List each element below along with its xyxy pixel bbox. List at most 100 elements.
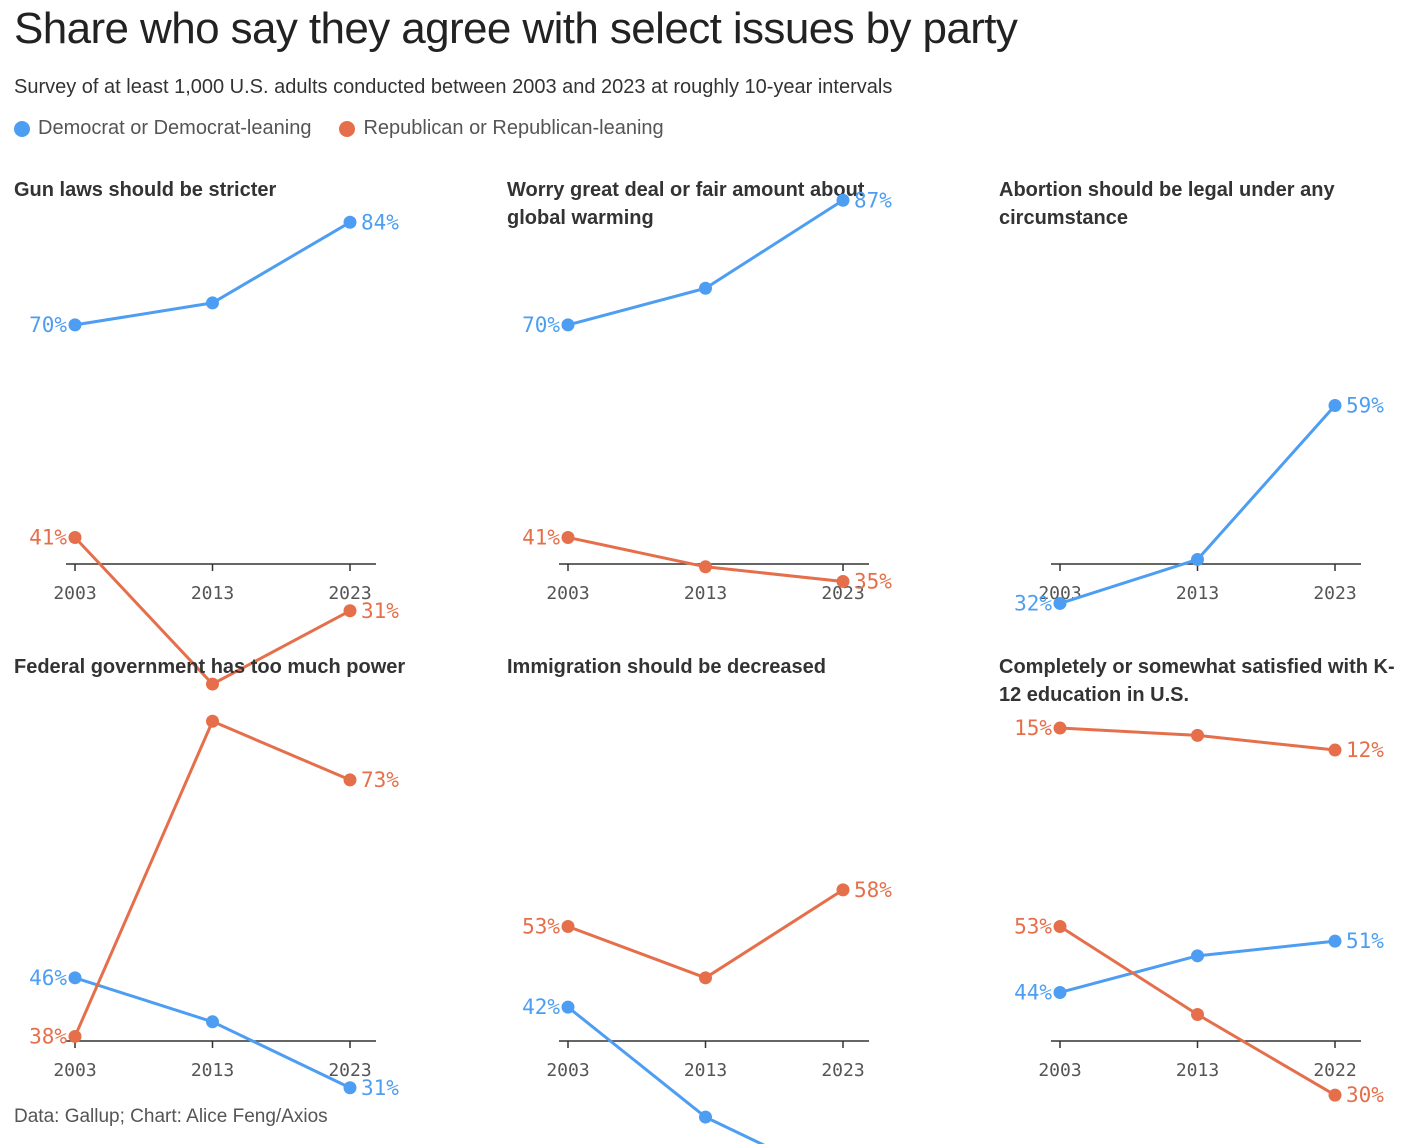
data-point-democrat — [561, 1000, 575, 1014]
data-label-republican: 12% — [1346, 738, 1384, 762]
data-label-republican: 35% — [854, 569, 892, 593]
data-point-republican — [561, 920, 575, 934]
data-label-democrat: 32% — [1014, 591, 1052, 615]
series-line-democrat — [567, 199, 844, 327]
data-point-democrat — [206, 296, 219, 310]
series-line-republican — [567, 888, 844, 980]
data-label-democrat: 46% — [29, 966, 67, 990]
panel-abortion: Abortion should be legal under any circu… — [999, 176, 1399, 763]
data-label-republican: 15% — [1014, 716, 1052, 740]
x-tick-label: 2013 — [1176, 583, 1219, 604]
data-point-republican — [561, 530, 575, 544]
data-label-republican: 53% — [522, 915, 560, 939]
data-point-republican — [836, 574, 850, 588]
data-label-democrat: 31% — [361, 1076, 399, 1100]
data-label-democrat: 87% — [854, 188, 892, 212]
data-label-republican: 41% — [522, 525, 560, 549]
data-label-republican: 58% — [854, 878, 892, 902]
panel-title: Worry great deal or fair amount about gl… — [507, 179, 865, 229]
series-line-democrat — [1059, 939, 1336, 994]
data-label-republican: 41% — [29, 525, 67, 549]
panel-k12-education: Completely or somewhat satisfied with K-… — [999, 653, 1399, 1108]
source-note: Data: Gallup; Chart: Alice Feng/Axios — [14, 1106, 328, 1127]
data-point-democrat — [561, 318, 575, 332]
data-label-democrat: 51% — [1346, 929, 1384, 953]
data-point-democrat — [1328, 399, 1342, 413]
data-point-democrat — [836, 193, 850, 207]
legend-item-democrat: Democrat or Democrat-leaning — [14, 117, 311, 140]
panel-chart-svg: 2003 2013 2022 44% 51% 53% 30% — [1014, 915, 1384, 1108]
x-tick-label: 2013 — [191, 583, 234, 604]
data-point-republican — [343, 604, 357, 618]
chart-subtitle: Survey of at least 1,000 U.S. adults con… — [14, 76, 893, 98]
data-label-democrat: 59% — [1346, 394, 1384, 418]
panel-immigration: Immigration should be decreased 2003 2013… — [507, 653, 907, 1144]
data-point-republican — [699, 971, 712, 985]
data-point-democrat — [1053, 985, 1067, 999]
series-line-republican — [567, 536, 844, 583]
x-tick-label: 2023 — [328, 1060, 371, 1081]
chart-title: Share who say they agree with select iss… — [14, 4, 1018, 53]
legend-swatch-republican — [339, 120, 356, 137]
panel-global-warming: Worry great deal or fair amount about gl… — [507, 176, 907, 616]
series-line-democrat — [74, 220, 351, 327]
data-point-democrat — [206, 1015, 219, 1029]
data-label-democrat: 70% — [29, 313, 67, 337]
data-point-democrat — [343, 1081, 357, 1095]
data-point-republican — [68, 530, 82, 544]
panel-chart-svg: 2003 2013 2023 70% 87% 41% 35% — [522, 188, 892, 604]
panel-chart-svg: 2003 2013 2023 46% 31% 38% 73% — [29, 714, 399, 1100]
data-label-republican: 38% — [29, 1024, 67, 1048]
x-tick-label: 2013 — [684, 1060, 727, 1081]
x-tick-label: 2003 — [53, 1060, 96, 1081]
x-tick-label: 2013 — [684, 583, 727, 604]
legend: Democrat or Democrat-leaning Republican … — [14, 117, 692, 140]
data-point-republican — [343, 773, 357, 787]
x-tick-label: 2003 — [53, 583, 96, 604]
data-point-republican — [1053, 721, 1067, 735]
data-label-republican: 73% — [361, 768, 399, 792]
data-point-democrat — [1191, 949, 1204, 963]
data-point-democrat — [1191, 552, 1204, 566]
data-label-democrat: 84% — [361, 210, 399, 234]
data-point-republican — [836, 883, 850, 897]
data-label-democrat: 44% — [1014, 980, 1052, 1004]
x-tick-label: 2003 — [546, 1060, 589, 1081]
x-tick-label: 2003 — [546, 583, 589, 604]
legend-swatch-democrat — [14, 120, 30, 137]
x-tick-label: 2003 — [1038, 1060, 1081, 1081]
data-point-republican — [206, 714, 219, 728]
data-point-democrat — [1328, 934, 1342, 948]
data-label-republican: 31% — [361, 599, 399, 623]
x-tick-label: 2013 — [1176, 1060, 1219, 1081]
panel-gun-laws: Gun laws should be stricter 2003 2013 2023… — [14, 176, 414, 691]
data-point-democrat — [68, 971, 82, 985]
panel-title: Abortion should be legal under any circu… — [999, 179, 1335, 229]
data-label-democrat: 42% — [522, 995, 560, 1019]
x-tick-label: 2023 — [821, 1060, 864, 1081]
data-point-democrat — [1053, 596, 1067, 610]
legend-label-democrat: Democrat or Democrat-leaning — [38, 117, 312, 139]
panel-title: Gun laws should be stricter — [14, 179, 277, 201]
x-tick-label: 2023 — [1313, 583, 1356, 604]
panel-title: Completely or somewhat satisfied with K-… — [999, 656, 1395, 706]
data-point-republican — [68, 1029, 82, 1043]
panel-chart-svg: 2003 2013 2023 70% 84% 41% 31% — [29, 210, 399, 691]
x-tick-label: 2013 — [191, 1060, 234, 1081]
x-tick-label: 2023 — [328, 583, 371, 604]
data-point-republican — [1191, 728, 1204, 742]
series-line-republican — [73, 719, 351, 1038]
data-point-republican — [206, 677, 219, 691]
data-label-republican: 30% — [1346, 1083, 1384, 1107]
legend-label-republican: Republican or Republican-leaning — [363, 117, 664, 139]
panel-federal-government: Federal government has too much power 20… — [14, 653, 414, 1100]
series-line-democrat — [1059, 404, 1337, 605]
x-tick-label: 2023 — [821, 583, 864, 604]
data-point-republican — [1328, 1088, 1342, 1102]
data-point-democrat — [699, 281, 712, 295]
data-label-democrat: 70% — [522, 313, 560, 337]
data-point-democrat — [343, 215, 357, 229]
data-point-republican — [1328, 743, 1342, 757]
